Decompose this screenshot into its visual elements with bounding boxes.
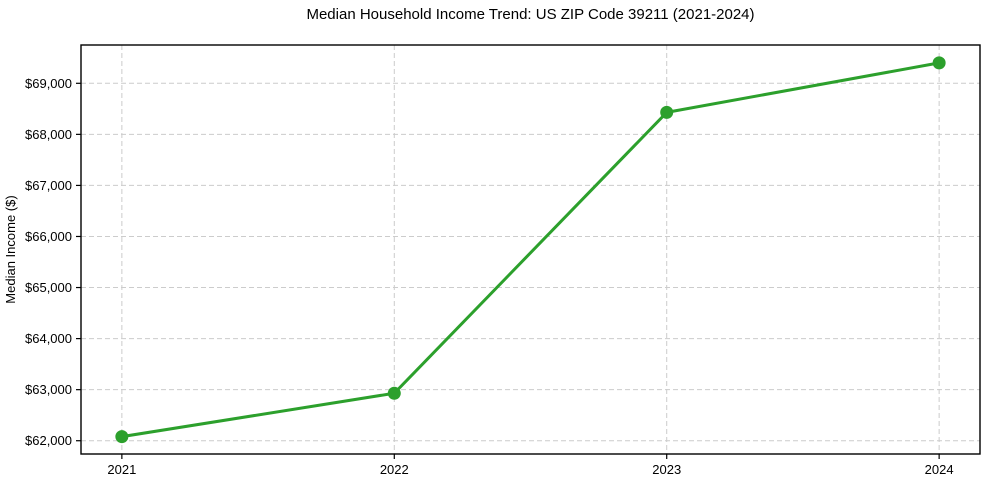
y-tick-label: $63,000 (25, 382, 72, 397)
plot-border (80, 44, 981, 455)
y-tick-label: $65,000 (25, 280, 72, 295)
data-point (387, 386, 401, 400)
y-tick-label: $62,000 (25, 433, 72, 448)
y-axis-label: Median Income ($) (3, 195, 18, 303)
data-point (932, 56, 946, 70)
x-tick-label: 2023 (652, 462, 681, 477)
data-point (660, 105, 674, 119)
y-tick-label: $69,000 (25, 76, 72, 91)
y-tick-label: $64,000 (25, 331, 72, 346)
trend-line (120, 61, 941, 439)
y-tick-label: $68,000 (25, 127, 72, 142)
x-tick-label: 2021 (107, 462, 136, 477)
chart-title: Median Household Income Trend: US ZIP Co… (306, 6, 755, 23)
x-tick-label: 2022 (380, 462, 409, 477)
data-point (115, 430, 129, 444)
y-tick-label: $67,000 (25, 178, 72, 193)
x-tick-label: 2024 (925, 462, 954, 477)
y-tick-label: $66,000 (25, 229, 72, 244)
